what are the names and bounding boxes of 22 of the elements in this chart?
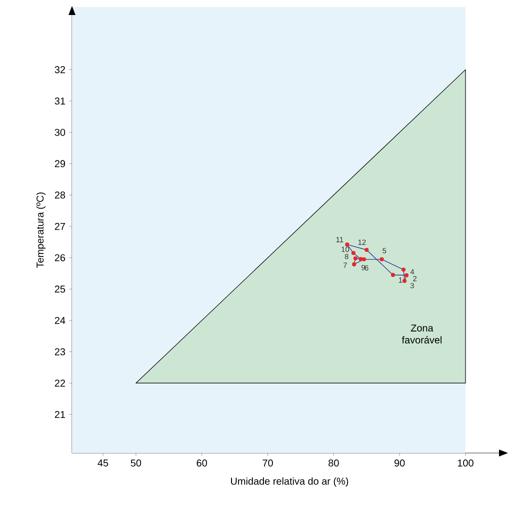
y-tick-label: 24 xyxy=(54,316,66,324)
x-tick-label: 90 xyxy=(394,460,405,467)
y-axis-title: Temperatura (ºC) xyxy=(36,192,46,268)
y-tick-label: 32 xyxy=(54,66,65,74)
x-tick-label: 100 xyxy=(458,460,474,467)
y-tick-label: 25 xyxy=(54,286,66,293)
y-tick-label: 30 xyxy=(54,128,66,136)
y-tick-label: 27 xyxy=(54,222,65,230)
y-tick-label: 26 xyxy=(54,254,66,262)
y-tick-label: 23 xyxy=(54,348,66,356)
x-axis-title: Umidade relativa do ar (%) xyxy=(231,477,348,487)
annotation: Zona favorável xyxy=(402,324,442,344)
x-tick-label: 80 xyxy=(328,460,339,467)
x-tick-label: 60 xyxy=(196,460,207,467)
x-tick-label: 50 xyxy=(130,460,142,467)
y-tick-label: 22 xyxy=(54,380,65,387)
y-tick-label: 29 xyxy=(54,160,66,168)
y-tick-label: 21 xyxy=(54,410,66,418)
x-tick-label: 45 xyxy=(98,460,108,466)
y-tick-label: 31 xyxy=(54,98,66,105)
y-tick-label: 28 xyxy=(54,192,66,199)
x-tick-label: 70 xyxy=(262,460,273,467)
